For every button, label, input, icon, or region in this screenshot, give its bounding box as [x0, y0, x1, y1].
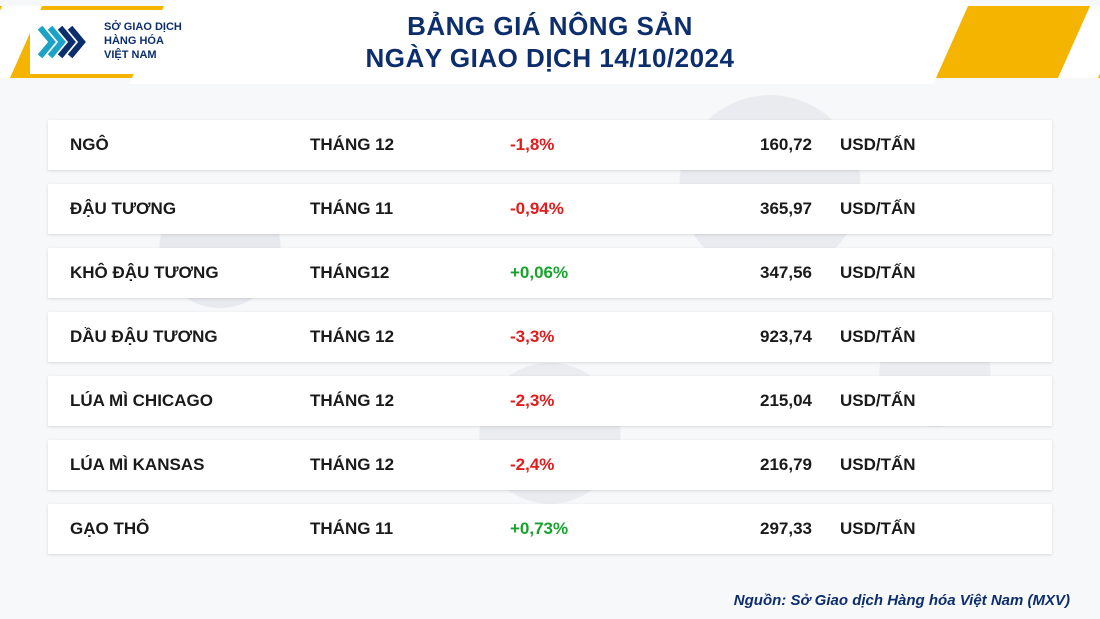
logo-text: SỞ GIAO DỊCH HÀNG HÓA VIỆT NAM — [104, 21, 182, 62]
contract-month: THÁNG 12 — [310, 135, 510, 155]
price-unit: USD/TẤN — [840, 391, 1030, 411]
table-row: LÚA MÌ CHICAGOTHÁNG 12-2,3%215,04USD/TẤN — [48, 376, 1052, 426]
logo-line1: SỞ GIAO DỊCH — [104, 21, 182, 35]
header: SỞ GIAO DỊCH HÀNG HÓA VIỆT NAM BẢNG GIÁ … — [0, 0, 1100, 86]
price-board: SỞ GIAO DỊCH HÀNG HÓA VIỆT NAM BẢNG GIÁ … — [0, 0, 1100, 619]
price-value: 215,04 — [680, 391, 840, 411]
table-row: DẦU ĐẬU TƯƠNGTHÁNG 12-3,3%923,74USD/TẤN — [48, 312, 1052, 362]
price-unit: USD/TẤN — [840, 263, 1030, 283]
table-row: KHÔ ĐẬU TƯƠNGTHÁNG12+0,06%347,56USD/TẤN — [48, 248, 1052, 298]
commodity-name: LÚA MÌ KANSAS — [70, 455, 310, 475]
commodity-name: DẦU ĐẬU TƯƠNG — [70, 327, 310, 347]
change-percent: -1,8% — [510, 135, 680, 155]
contract-month: THÁNG12 — [310, 263, 510, 283]
table-row: NGÔTHÁNG 12-1,8%160,72USD/TẤN — [48, 120, 1052, 170]
price-value: 216,79 — [680, 455, 840, 475]
price-table: NGÔTHÁNG 12-1,8%160,72USD/TẤNĐẬU TƯƠNGTH… — [48, 120, 1052, 554]
table-row: ĐẬU TƯƠNGTHÁNG 11-0,94%365,97USD/TẤN — [48, 184, 1052, 234]
price-unit: USD/TẤN — [840, 455, 1030, 475]
contract-month: THÁNG 12 — [310, 455, 510, 475]
change-percent: -0,94% — [510, 199, 680, 219]
price-value: 160,72 — [680, 135, 840, 155]
change-percent: +0,06% — [510, 263, 680, 283]
logo-line3: VIỆT NAM — [104, 49, 182, 63]
price-unit: USD/TẤN — [840, 519, 1030, 539]
price-value: 347,56 — [680, 263, 840, 283]
change-percent: -3,3% — [510, 327, 680, 347]
logo-chevrons-icon — [38, 20, 94, 64]
price-unit: USD/TẤN — [840, 199, 1030, 219]
price-unit: USD/TẤN — [840, 327, 1030, 347]
title-block: BẢNG GIÁ NÔNG SẢN NGÀY GIAO DỊCH 14/10/2… — [170, 0, 930, 84]
source-footer: Nguồn: Sở Giao dịch Hàng hóa Việt Nam (M… — [734, 592, 1070, 609]
title-line-2: NGÀY GIAO DỊCH 14/10/2024 — [366, 42, 735, 75]
change-percent: -2,4% — [510, 455, 680, 475]
title-line-1: BẢNG GIÁ NÔNG SẢN — [407, 10, 693, 43]
change-percent: +0,73% — [510, 519, 680, 539]
commodity-name: GẠO THÔ — [70, 519, 310, 539]
contract-month: THÁNG 11 — [310, 519, 510, 539]
price-unit: USD/TẤN — [840, 135, 1030, 155]
contract-month: THÁNG 12 — [310, 327, 510, 347]
price-value: 365,97 — [680, 199, 840, 219]
commodity-name: ĐẬU TƯƠNG — [70, 199, 310, 219]
commodity-name: NGÔ — [70, 135, 310, 155]
brand-logo: SỞ GIAO DỊCH HÀNG HÓA VIỆT NAM — [30, 10, 220, 74]
table-row: LÚA MÌ KANSASTHÁNG 12-2,4%216,79USD/TẤN — [48, 440, 1052, 490]
logo-line2: HÀNG HÓA — [104, 35, 182, 49]
commodity-name: KHÔ ĐẬU TƯƠNG — [70, 263, 310, 283]
contract-month: THÁNG 12 — [310, 391, 510, 411]
commodity-name: LÚA MÌ CHICAGO — [70, 391, 310, 411]
table-row: GẠO THÔTHÁNG 11+0,73%297,33USD/TẤN — [48, 504, 1052, 554]
price-value: 923,74 — [680, 327, 840, 347]
change-percent: -2,3% — [510, 391, 680, 411]
price-value: 297,33 — [680, 519, 840, 539]
contract-month: THÁNG 11 — [310, 199, 510, 219]
